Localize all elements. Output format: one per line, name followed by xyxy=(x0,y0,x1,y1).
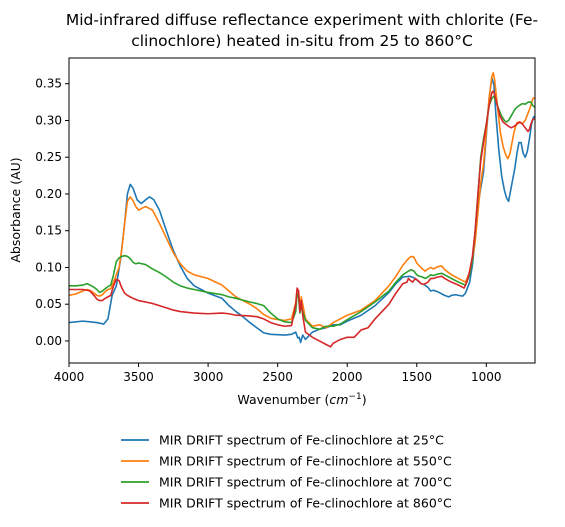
y-axis-label: Absorbance (AU) xyxy=(8,157,23,262)
x-axis-label-text: Wavenumber ( xyxy=(237,392,329,407)
y-tick-label: 0.35 xyxy=(35,77,62,91)
x-tick-label: 2500 xyxy=(262,370,293,384)
x-axis-label-unit: cm xyxy=(329,392,348,407)
y-tick-label: 0.25 xyxy=(35,150,62,164)
x-axis-label-exponent: −1 xyxy=(348,392,361,402)
y-tick-label: 0.10 xyxy=(35,260,62,274)
series-lines xyxy=(68,71,536,348)
x-tick-label: 1000 xyxy=(471,370,502,384)
x-axis-label: Wavenumber (cm−1) xyxy=(237,392,366,407)
chart-title-line-2: clinochlore) heated in-situ from 25 to 8… xyxy=(131,32,473,50)
y-tick-label: 0.00 xyxy=(35,334,62,348)
x-tick-label: 4000 xyxy=(54,370,85,384)
legend-label-1: MIR DRIFT spectrum of Fe-clinochlore at … xyxy=(159,433,444,448)
legend-label-2: MIR DRIFT spectrum of Fe-clinochlore at … xyxy=(159,454,452,469)
y-axis-ticks: 0.00 0.05 0.10 0.15 0.20 0.25 0.30 0.35 xyxy=(35,77,69,348)
y-tick-label: 0.20 xyxy=(35,187,62,201)
plot-frame xyxy=(68,57,536,364)
x-tick-label: 3000 xyxy=(193,370,224,384)
legend-label-4: MIR DRIFT spectrum of Fe-clinochlore at … xyxy=(159,496,452,511)
legend: MIR DRIFT spectrum of Fe-clinochlore at … xyxy=(121,433,452,511)
series-line-2 xyxy=(68,71,536,329)
series-line-4 xyxy=(69,90,535,348)
x-axis-ticks: 4000 3500 3000 2500 2000 1500 1000 xyxy=(54,363,502,384)
y-tick-label: 0.30 xyxy=(35,113,62,127)
legend-label-3: MIR DRIFT spectrum of Fe-clinochlore at … xyxy=(159,475,452,490)
y-tick-label: 0.05 xyxy=(35,297,62,311)
y-tick-label: 0.15 xyxy=(35,224,62,238)
x-axis-label-close: ) xyxy=(362,392,367,407)
chart-title-line-1: Mid-infrared diffuse reflectance experim… xyxy=(66,11,538,29)
x-tick-label: 1500 xyxy=(401,370,432,384)
x-tick-label: 3500 xyxy=(123,370,154,384)
series-line-1 xyxy=(68,77,535,344)
x-tick-label: 2000 xyxy=(332,370,363,384)
